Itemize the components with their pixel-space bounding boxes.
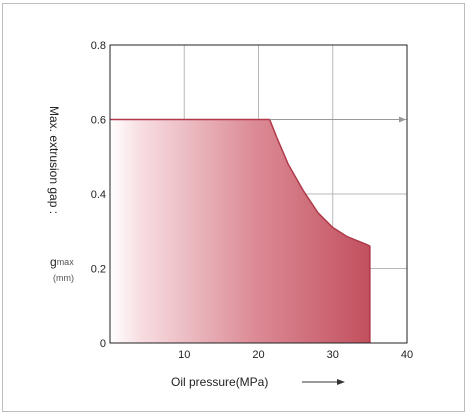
y-tick-label-0: 0 bbox=[100, 338, 106, 350]
x-axis-arrow-head bbox=[337, 379, 345, 385]
y-tick-label-0-8: 0.8 bbox=[91, 40, 106, 52]
safe-region-area bbox=[110, 119, 370, 343]
x-axis-label: Oil pressure(MPa) bbox=[171, 375, 268, 389]
y-axis-symbol-sub: max bbox=[57, 257, 75, 267]
y-tick-label-0-6: 0.6 bbox=[91, 115, 106, 127]
y-tick-labels: 0 0.2 0.4 0.6 0.8 bbox=[91, 40, 106, 350]
y-axis-unit: (mm) bbox=[53, 273, 74, 283]
plot-area-border bbox=[109, 44, 408, 344]
y-axis-symbol: gmax bbox=[50, 255, 74, 269]
y-axis-symbol-g: g bbox=[50, 255, 57, 269]
x-tick-labels: 10 20 30 40 bbox=[178, 349, 413, 361]
y-limit-arrow-head bbox=[399, 116, 406, 123]
x-tick-label-30: 30 bbox=[327, 349, 339, 361]
x-tick-label-10: 10 bbox=[178, 349, 190, 361]
x-tick-label-40: 40 bbox=[401, 349, 413, 361]
y-axis-label: Max. extrusion gap : bbox=[47, 106, 61, 214]
y-tick-label-0-4: 0.4 bbox=[91, 189, 106, 201]
safe-region-boundary bbox=[110, 118, 371, 343]
x-tick-label-20: 20 bbox=[252, 349, 264, 361]
y-tick-label-0-2: 0.2 bbox=[91, 264, 106, 276]
